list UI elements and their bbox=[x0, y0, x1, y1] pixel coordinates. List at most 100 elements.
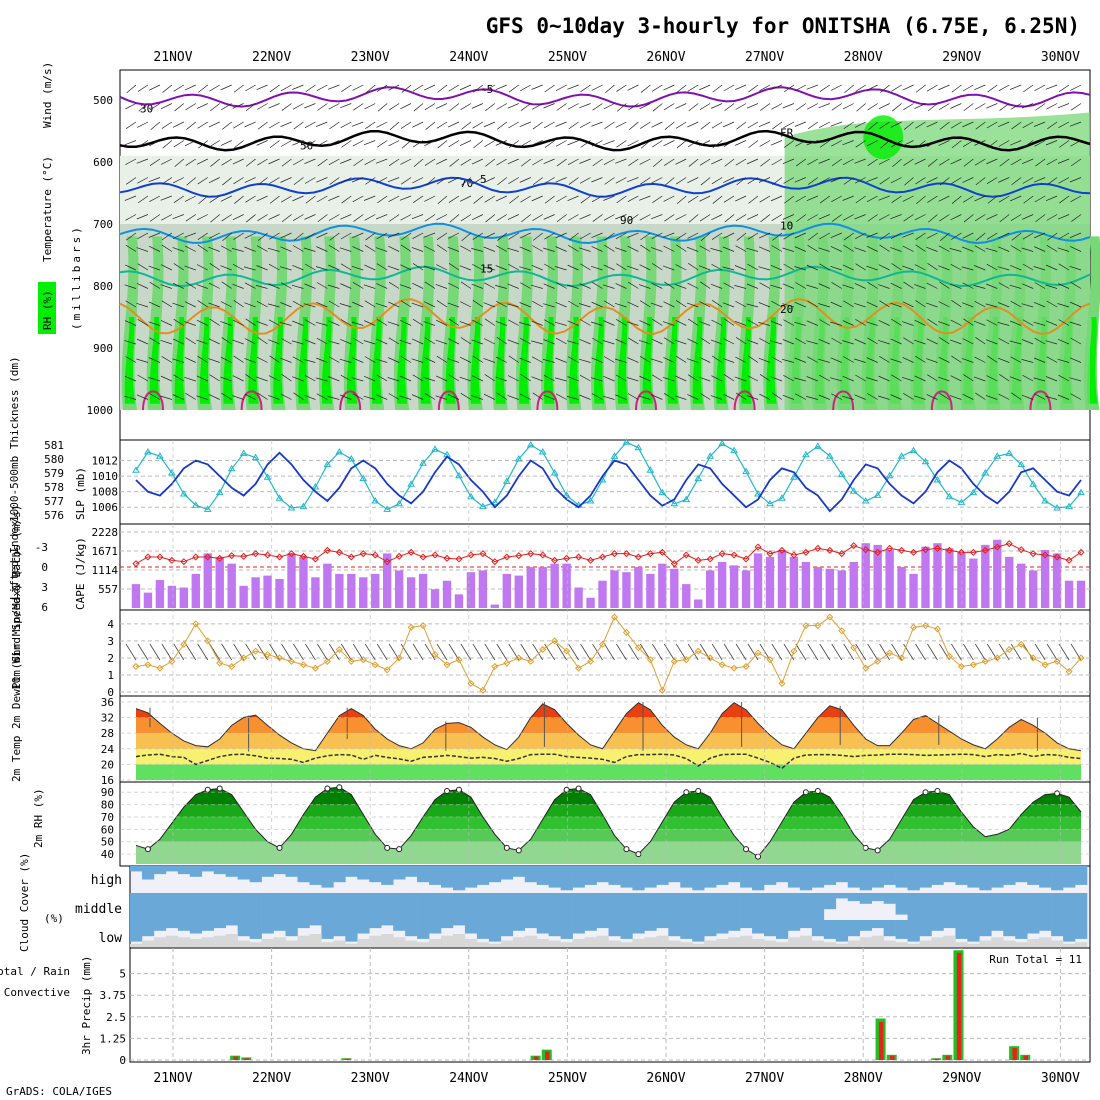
wind-barb-10m bbox=[1034, 643, 1046, 661]
wind-speed-point bbox=[694, 647, 702, 655]
wind-barb bbox=[148, 232, 161, 238]
wind-barb bbox=[543, 158, 555, 165]
cape-bar bbox=[299, 556, 308, 608]
wind-barb bbox=[663, 301, 675, 308]
wind-barb bbox=[662, 232, 675, 238]
wind-barb bbox=[676, 244, 687, 252]
wind-barb bbox=[1022, 263, 1034, 271]
cloud-high-bar bbox=[201, 866, 215, 872]
wind-barb bbox=[866, 177, 878, 183]
wind-barb bbox=[304, 263, 316, 271]
li-point bbox=[969, 548, 977, 556]
rh-core bbox=[174, 317, 185, 404]
wind-barb bbox=[412, 140, 424, 148]
cloud-high-bar bbox=[417, 866, 430, 883]
wind-barb bbox=[268, 263, 280, 271]
wind-barb bbox=[161, 356, 173, 363]
wind-barb bbox=[173, 140, 185, 148]
cloud-high-bar bbox=[488, 866, 502, 883]
wind-speed-point bbox=[407, 623, 415, 631]
cloud-middle-bar bbox=[991, 893, 1004, 920]
cloud-middle-bar bbox=[859, 893, 872, 904]
cape-bar bbox=[933, 543, 942, 608]
wind-barb bbox=[172, 394, 184, 400]
li-point bbox=[156, 553, 164, 561]
wind-barb bbox=[556, 158, 567, 167]
wind-barb bbox=[495, 376, 507, 382]
wind-barb bbox=[210, 158, 220, 167]
wind-barb bbox=[209, 140, 220, 148]
thickness-point bbox=[1005, 449, 1014, 456]
cloud-middle-bar bbox=[907, 893, 920, 920]
wind-barb bbox=[663, 357, 675, 363]
wind-barb bbox=[974, 214, 986, 222]
wind-barb bbox=[447, 121, 460, 128]
wind-barb bbox=[974, 140, 986, 146]
cloud-high-bar bbox=[560, 866, 573, 891]
cape-bar bbox=[406, 577, 416, 608]
isotherm-25-loop bbox=[437, 390, 460, 411]
precip-convective-bar bbox=[1012, 1047, 1017, 1060]
wind-barb bbox=[196, 339, 208, 345]
wind-barb bbox=[460, 392, 472, 400]
wind-barb bbox=[794, 357, 807, 363]
wind-barb bbox=[639, 264, 651, 271]
wind-barb bbox=[411, 358, 424, 363]
wind-barb bbox=[604, 177, 615, 185]
wind-barb bbox=[220, 301, 232, 308]
wind-barb bbox=[951, 195, 962, 204]
cape-bar bbox=[586, 597, 595, 608]
wind-barb bbox=[1011, 392, 1022, 400]
wind-barb bbox=[424, 84, 436, 91]
wind-barb bbox=[268, 283, 280, 289]
cloud-low-gap bbox=[1063, 943, 1076, 947]
li-point bbox=[1041, 551, 1049, 559]
wind-barb bbox=[591, 195, 603, 203]
wind-barb-10m bbox=[723, 643, 735, 661]
cloud-high-bar bbox=[476, 866, 490, 885]
cloud-middle-bar bbox=[452, 893, 466, 920]
temp-tick: 16 bbox=[101, 774, 114, 787]
wind-barb bbox=[663, 84, 675, 91]
wind-barb bbox=[782, 339, 795, 345]
rh-point bbox=[515, 847, 522, 854]
wind-barb bbox=[938, 321, 950, 326]
wind-barb bbox=[867, 281, 878, 289]
wind-barb bbox=[496, 301, 507, 308]
li-point bbox=[1065, 556, 1073, 564]
wind-barb bbox=[592, 282, 603, 289]
wind-barb bbox=[808, 232, 819, 241]
wind-barb bbox=[1069, 377, 1082, 382]
wind-barb bbox=[568, 245, 579, 252]
wind-speed-point bbox=[419, 622, 427, 630]
wind-barb bbox=[413, 103, 424, 112]
wind-barb bbox=[304, 158, 316, 165]
wind-barb bbox=[615, 232, 627, 240]
wind-barb bbox=[939, 392, 950, 400]
thickness-point bbox=[383, 505, 392, 512]
cape-bar bbox=[873, 544, 882, 608]
wind-barb bbox=[1010, 158, 1022, 166]
wind-barb bbox=[532, 158, 543, 166]
wind-barb bbox=[916, 195, 926, 204]
cloud-middle-bar bbox=[321, 893, 334, 920]
wind-barb bbox=[746, 395, 759, 400]
wind-barb bbox=[269, 232, 280, 240]
wind-barb bbox=[830, 84, 842, 91]
wind-barb bbox=[377, 195, 388, 204]
wind-barb bbox=[185, 158, 196, 166]
temp-tick: 20 bbox=[101, 758, 114, 771]
wind-barb bbox=[1057, 158, 1070, 164]
rh-point bbox=[455, 786, 462, 793]
wind-barb bbox=[148, 84, 161, 91]
wind-barb bbox=[1010, 245, 1022, 252]
cape-bar bbox=[777, 550, 787, 608]
cloud-high-bar bbox=[979, 866, 992, 891]
wind-barb bbox=[1045, 264, 1058, 271]
wind-barb bbox=[602, 395, 615, 400]
wind-barb bbox=[412, 374, 424, 382]
wind-barb bbox=[651, 374, 663, 382]
wind-barb bbox=[376, 374, 388, 382]
